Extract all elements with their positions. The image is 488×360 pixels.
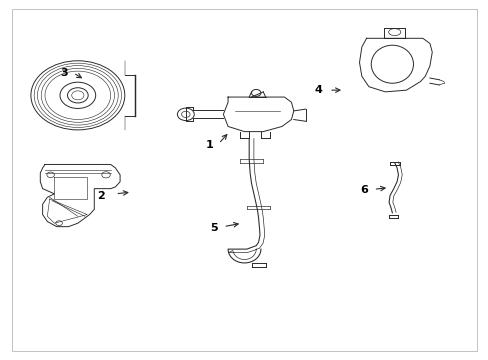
Text: 3: 3 — [60, 68, 67, 78]
Text: 5: 5 — [210, 224, 217, 233]
Text: 2: 2 — [97, 190, 105, 201]
Text: 6: 6 — [360, 185, 367, 195]
Text: 4: 4 — [314, 85, 322, 95]
Text: 1: 1 — [205, 140, 213, 150]
